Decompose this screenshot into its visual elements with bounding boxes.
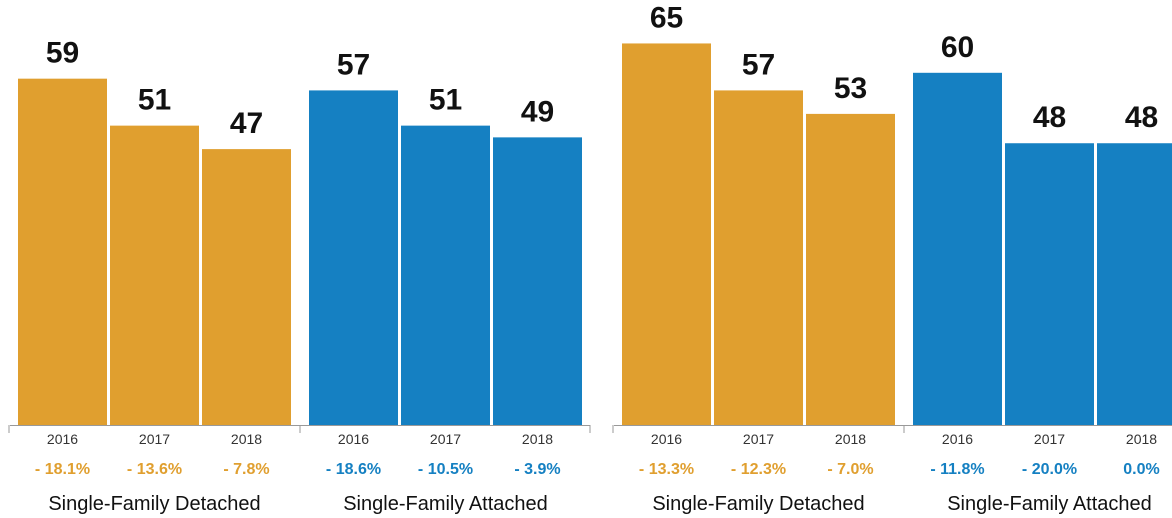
change-label: - 18.6% (326, 461, 381, 478)
change-label: - 20.0% (1022, 461, 1077, 478)
bar-value-label: 65 (650, 1, 683, 34)
change-label: - 12.3% (731, 461, 786, 478)
change-label: - 13.3% (639, 461, 694, 478)
change-label: - 10.5% (418, 461, 473, 478)
x-tick-label: 2016 (942, 431, 973, 447)
x-tick-label: 2017 (743, 431, 774, 447)
bar-value-label: 57 (742, 48, 775, 81)
bar (18, 78, 107, 426)
x-tick-label: 2017 (139, 431, 170, 447)
x-tick-label: 2016 (651, 431, 682, 447)
bar-value-label: 60 (941, 31, 974, 64)
bar (1097, 143, 1172, 426)
group-label: Single-Family Detached (48, 493, 260, 515)
bar-value-label: 49 (521, 95, 554, 128)
x-tick-label: 2018 (1126, 431, 1157, 447)
bar (913, 72, 1002, 426)
x-tick-label: 2018 (835, 431, 866, 447)
change-label: - 11.8% (930, 461, 984, 478)
change-label: - 7.8% (223, 461, 269, 478)
bar (401, 125, 490, 425)
change-label: - 7.0% (827, 461, 873, 478)
bar (202, 149, 291, 426)
x-tick-label: 2018 (231, 431, 262, 447)
change-label: - 18.1% (35, 461, 90, 478)
change-label: - 3.9% (514, 461, 560, 478)
x-tick-label: 2016 (47, 431, 78, 447)
bar (806, 113, 895, 425)
bar-value-label: 53 (834, 72, 867, 105)
bar (714, 90, 803, 425)
bar (622, 43, 711, 425)
change-label: 0.0% (1123, 461, 1159, 478)
bar (110, 125, 199, 425)
group-label: Single-Family Detached (652, 493, 864, 515)
bar-value-label: 51 (138, 84, 171, 117)
group-label: Single-Family Attached (343, 493, 548, 515)
bar-value-label: 48 (1033, 101, 1066, 134)
bar-value-label: 57 (337, 48, 370, 81)
bar (493, 137, 582, 425)
group-label: Single-Family Attached (947, 493, 1152, 515)
bar-value-label: 51 (429, 84, 462, 117)
bar-value-label: 59 (46, 37, 79, 70)
x-tick-label: 2016 (338, 431, 369, 447)
bar-value-label: 48 (1125, 101, 1158, 134)
bar (309, 90, 398, 425)
bar (1005, 143, 1094, 426)
x-tick-label: 2017 (1034, 431, 1065, 447)
x-tick-label: 2017 (430, 431, 461, 447)
change-label: - 13.6% (127, 461, 182, 478)
bar-value-label: 47 (230, 107, 263, 140)
x-tick-label: 2018 (522, 431, 553, 447)
